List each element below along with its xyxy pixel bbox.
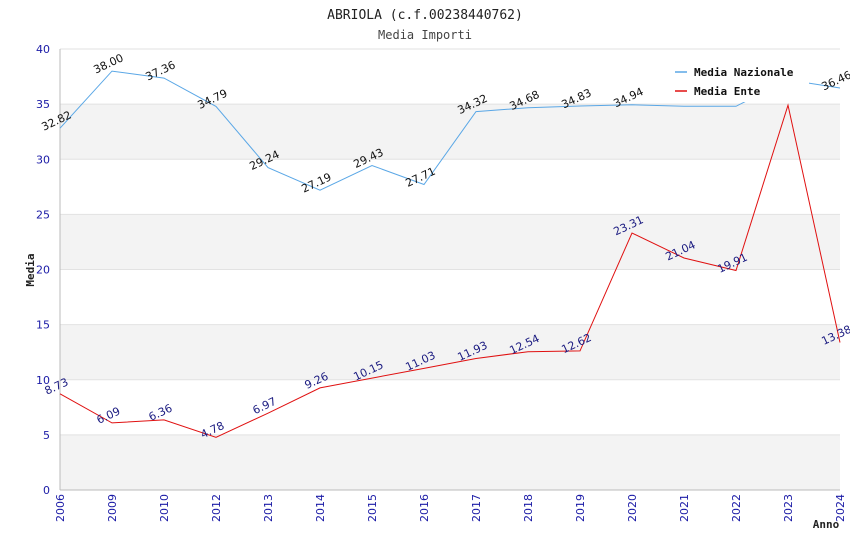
x-axis-ticks: 2006 2009 2010 2012 2013 2014 2015 2016 2017 2018… [54, 494, 847, 522]
y-tick-label: 35 [36, 98, 50, 111]
legend-label-media-ente: Media Ente [694, 85, 761, 98]
x-tick-label: 2018 [522, 494, 535, 522]
legend-box [669, 60, 809, 102]
chart-subtitle: Media Importi [378, 28, 472, 42]
grid-band [60, 104, 840, 160]
chart-title: ABRIOLA (c.f.00238440762) [327, 8, 523, 23]
grid-band [60, 434, 840, 490]
x-axis-label: Anno [813, 518, 840, 531]
y-axis-label: Media [24, 253, 37, 286]
grid-band [60, 324, 840, 380]
grid-band [60, 269, 840, 325]
grid-band [60, 214, 840, 270]
x-tick-label: 2023 [782, 494, 795, 522]
x-tick-label: 2017 [470, 494, 483, 522]
plot-background-bands [60, 48, 840, 491]
x-tick-label: 2012 [210, 494, 223, 522]
legend: Media Nazionale Media Ente [669, 60, 809, 102]
x-tick-label: 2020 [626, 494, 639, 522]
x-tick-label: 2006 [54, 494, 67, 522]
y-axis-ticks: 0 5 10 15 20 25 30 35 40 [36, 43, 50, 497]
x-tick-label: 2009 [106, 494, 119, 522]
x-tick-label: 2014 [314, 494, 327, 522]
legend-label-media-nazionale: Media Nazionale [694, 66, 794, 79]
y-tick-label: 30 [36, 153, 50, 166]
grid-band [60, 159, 840, 215]
y-tick-label: 25 [36, 208, 50, 221]
x-tick-label: 2019 [574, 494, 587, 522]
grid-band [60, 379, 840, 435]
y-tick-label: 10 [36, 374, 50, 387]
y-tick-label: 15 [36, 319, 50, 332]
x-tick-label: 2015 [366, 494, 379, 522]
x-tick-label: 2016 [418, 494, 431, 522]
y-tick-label: 20 [36, 264, 50, 277]
series-lines [59, 70, 841, 438]
x-tick-label: 2024 [834, 494, 847, 522]
x-tick-label: 2021 [678, 494, 691, 522]
y-tick-label: 0 [43, 484, 50, 497]
x-tick-label: 2013 [262, 494, 275, 522]
x-tick-label: 2010 [158, 494, 171, 522]
y-tick-label: 5 [43, 429, 50, 442]
x-tick-label: 2022 [730, 494, 743, 522]
series-line-media-ente [59, 103, 841, 438]
series-line-media-nazionale [59, 70, 841, 191]
y-tick-label: 40 [36, 43, 50, 56]
